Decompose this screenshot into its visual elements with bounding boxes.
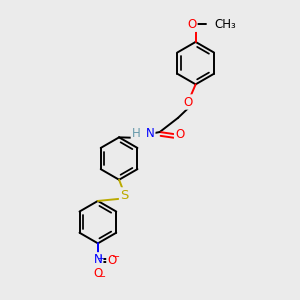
Text: N: N [94,253,102,266]
Text: O: O [93,267,103,280]
Text: −: − [98,272,106,282]
Text: H: H [132,127,141,140]
Text: S: S [120,188,129,202]
Text: +: + [98,254,104,262]
Text: O: O [175,128,184,141]
Text: O: O [187,18,196,31]
Text: O: O [107,254,117,267]
Text: N: N [146,127,154,140]
Text: O: O [183,95,193,109]
Text: CH₃: CH₃ [214,18,236,31]
Text: −: − [112,252,121,262]
